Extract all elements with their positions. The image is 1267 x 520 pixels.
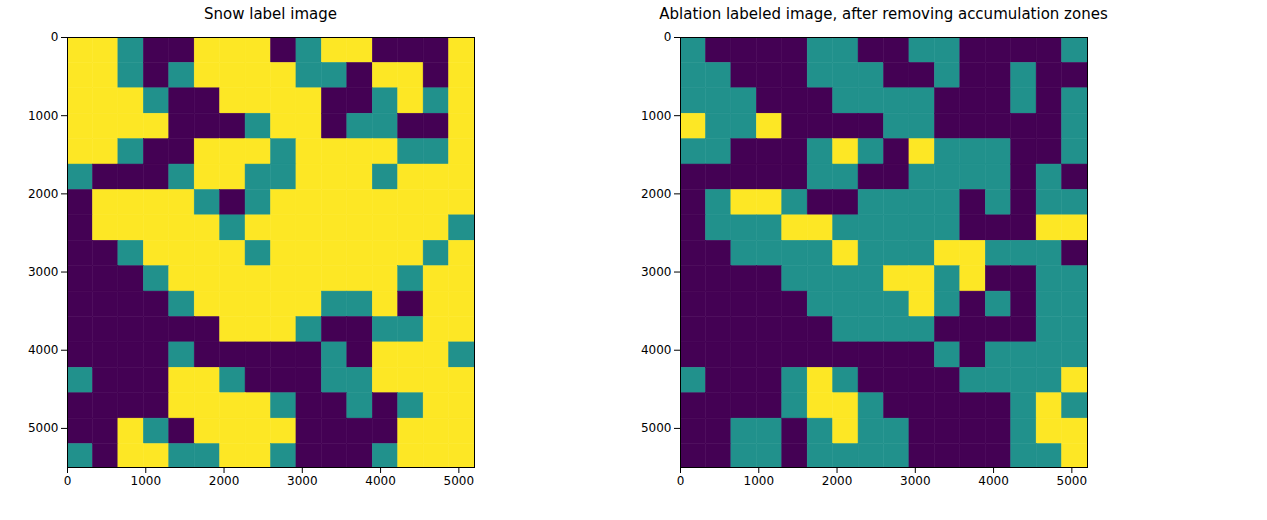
svg-text:3000: 3000	[900, 474, 931, 488]
svg-text:0: 0	[664, 30, 672, 44]
svg-text:1000: 1000	[28, 109, 59, 123]
svg-text:3000: 3000	[28, 265, 59, 279]
svg-text:5000: 5000	[444, 474, 475, 488]
svg-text:4000: 4000	[365, 474, 396, 488]
svg-text:4000: 4000	[641, 343, 672, 357]
svg-text:2000: 2000	[641, 187, 672, 201]
svg-text:0: 0	[64, 474, 72, 488]
svg-text:2000: 2000	[209, 474, 240, 488]
svg-text:5000: 5000	[1057, 474, 1088, 488]
svg-text:3000: 3000	[641, 265, 672, 279]
html-text:Snow label image: Snow label image	[204, 5, 337, 23]
svg-text:2000: 2000	[28, 187, 59, 201]
svg-text:5000: 5000	[28, 421, 59, 435]
svg-text:4000: 4000	[28, 343, 59, 357]
html-text:Ablation labeled image, after: Ablation labeled image, after removing a…	[659, 5, 1108, 23]
svg-text:4000: 4000	[978, 474, 1009, 488]
svg-text:5000: 5000	[641, 421, 672, 435]
svg-text:1000: 1000	[130, 474, 161, 488]
svg-text:1000: 1000	[743, 474, 774, 488]
svg-text:3000: 3000	[287, 474, 318, 488]
svg-text:0: 0	[51, 30, 59, 44]
svg-text:2000: 2000	[822, 474, 853, 488]
svg-text:0: 0	[677, 474, 685, 488]
svg-text:1000: 1000	[641, 109, 672, 123]
